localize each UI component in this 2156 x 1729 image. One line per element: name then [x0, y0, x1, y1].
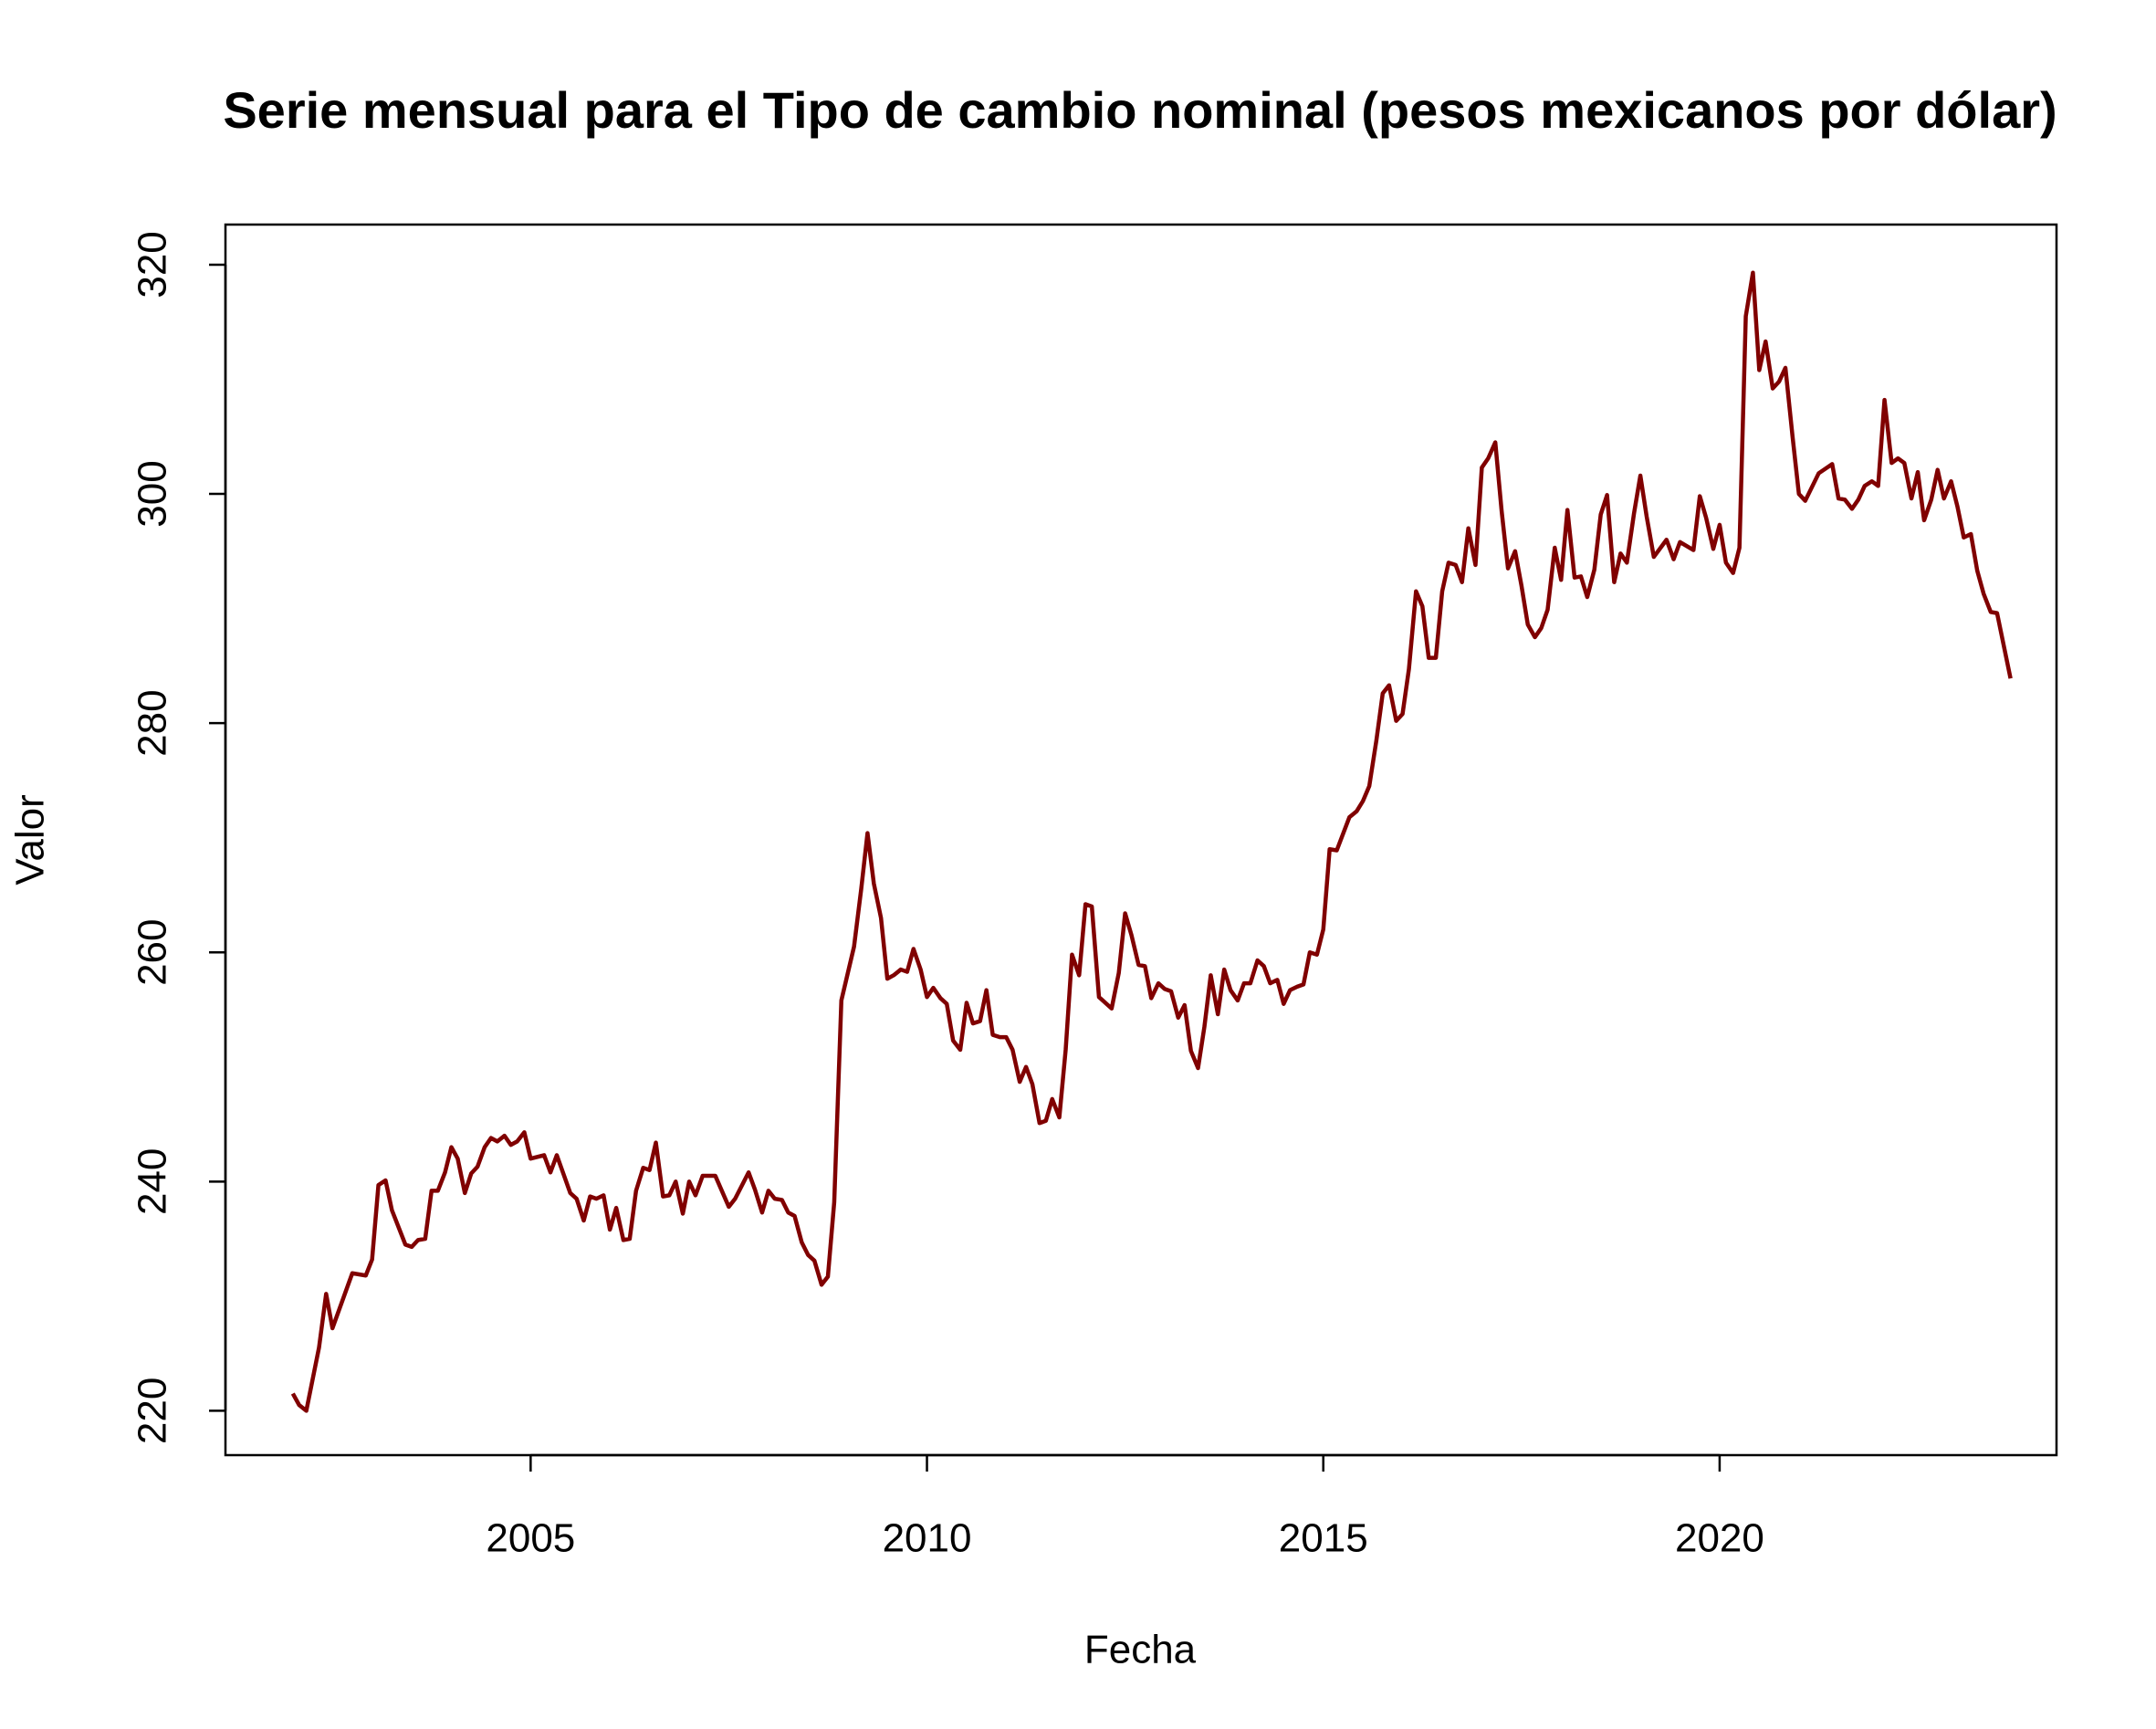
y-tick-label: 220: [131, 1378, 175, 1444]
x-tick-label: 2015: [1279, 1516, 1368, 1561]
chart-title: Serie mensual para el Tipo de cambio nom…: [223, 81, 2057, 139]
y-axis-label: Valor: [8, 794, 53, 885]
y-tick-label: 280: [131, 689, 175, 756]
y-tick-label: 300: [131, 460, 175, 527]
x-tick-label: 2020: [1675, 1516, 1764, 1561]
data-line: [290, 270, 2013, 1413]
x-tick-label: 2005: [486, 1516, 575, 1561]
plot-frame: [224, 223, 2058, 1457]
y-tick-label: 240: [131, 1148, 175, 1215]
y-tick-label: 260: [131, 919, 175, 986]
x-tick-label: 2010: [883, 1516, 972, 1561]
x-axis-label: Fecha: [1084, 1628, 1197, 1672]
y-tick-label: 320: [131, 231, 175, 298]
